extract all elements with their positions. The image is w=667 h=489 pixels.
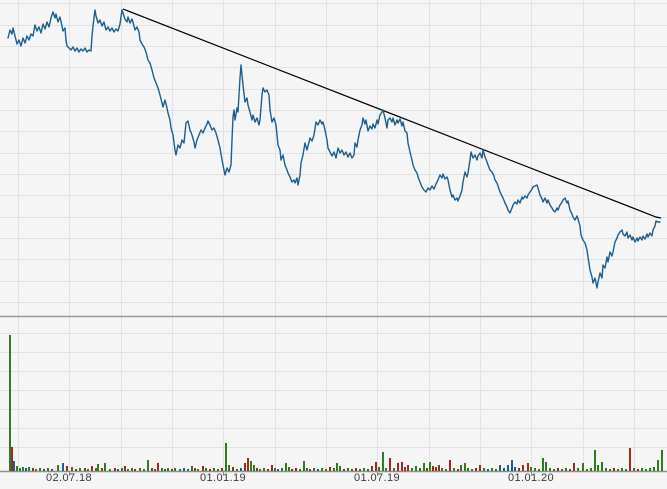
x-axis-label: 01.07.19 [353, 472, 401, 484]
x-axis-label: 01.01.20 [507, 472, 555, 484]
x-axis-label: 01.01.19 [199, 472, 247, 484]
x-axis-label: 02.07.18 [45, 472, 93, 484]
